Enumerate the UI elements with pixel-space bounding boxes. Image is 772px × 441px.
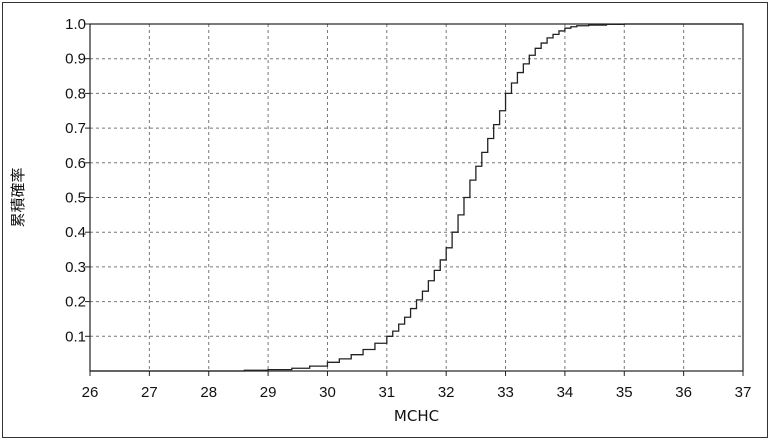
- x-tick-label: 31: [378, 384, 395, 401]
- y-tick-label: 0.5: [65, 190, 86, 207]
- x-tick-label: 28: [200, 384, 217, 401]
- grid-lines: [90, 24, 743, 371]
- y-tick-label: 0.3: [65, 259, 86, 276]
- x-axis-title: MCHC: [394, 407, 439, 425]
- y-tick-label: 0.8: [65, 85, 86, 102]
- cumulative-probability-chart: 26 27 28 29 30 31 32 33 34 35 36 37 0.1 0.2 0.3 0.4 0.5 0…: [9, 16, 751, 425]
- x-tick-label: 34: [557, 384, 574, 401]
- y-axis-title: 累積確率: [9, 167, 27, 227]
- y-tick-label: 0.9: [65, 51, 86, 68]
- x-tick-label: 26: [82, 384, 99, 401]
- y-tick-label: 0.6: [65, 155, 86, 172]
- axis-ticks: 26 27 28 29 30 31 32 33 34 35 36 37 0.1 0.2 0.3 0.4 0.5 0…: [65, 16, 751, 401]
- x-tick-label: 35: [616, 384, 633, 401]
- y-tick-label: 0.1: [65, 328, 86, 345]
- y-tick-label: 0.4: [65, 224, 86, 241]
- x-tick-label: 32: [438, 384, 455, 401]
- y-tick-label: 0.7: [65, 120, 86, 137]
- x-tick-label: 30: [319, 384, 336, 401]
- y-tick-label: 1.0: [65, 16, 86, 33]
- x-tick-label: 29: [260, 384, 277, 401]
- x-tick-label: 33: [497, 384, 514, 401]
- cumulative-step-line: [90, 23, 743, 372]
- y-tick-label: 0.2: [65, 294, 86, 311]
- x-tick-label: 37: [735, 384, 752, 401]
- x-tick-label: 27: [141, 384, 158, 401]
- x-tick-label: 36: [675, 384, 692, 401]
- series-layer: [90, 23, 743, 372]
